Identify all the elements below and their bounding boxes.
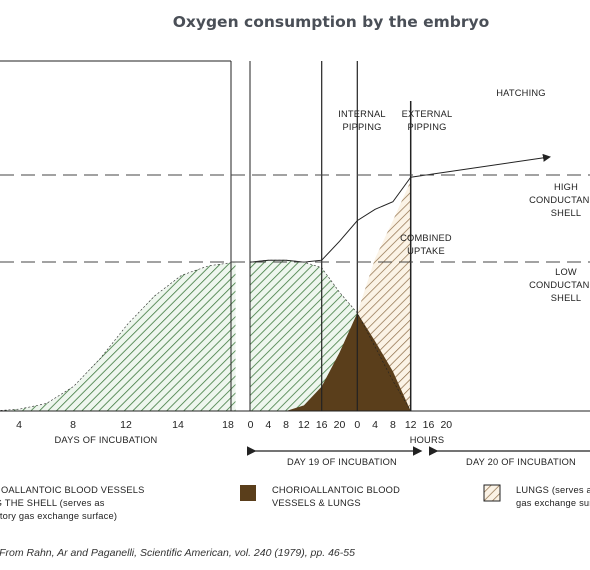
hours-axis-title: HOURS xyxy=(410,435,445,445)
legend-label-chorioallantoic: respiratory gas exchange surface) xyxy=(0,511,117,521)
low-conductance-label: SHELL xyxy=(551,293,581,303)
legend-label-lungs: gas exchange surface) xyxy=(516,498,590,508)
day19-label: DAY 19 OF INCUBATION xyxy=(287,457,397,467)
legend: CHORIOALLANTOIC BLOOD VESSELS LINING THE … xyxy=(0,484,590,521)
plot-frame xyxy=(0,60,590,412)
days-axis-title: DAYS OF INCUBATION xyxy=(55,435,158,445)
day20-label: DAY 20 OF INCUBATION xyxy=(466,457,576,467)
hour-tick-label: 16 xyxy=(423,419,435,431)
hour-tick-label: 4 xyxy=(372,419,378,431)
annotations: INTERNAL PIPPING EXTERNAL PIPPING HATCHING CO… xyxy=(338,88,590,303)
combined-uptake-label: COMBINED xyxy=(400,233,452,243)
combined-uptake-label: UPTAKE xyxy=(407,246,445,256)
external-pipping-label: EXTERNAL xyxy=(402,109,453,119)
day-tick-label: 18 xyxy=(222,419,234,431)
combined-uptake-arrow xyxy=(410,153,551,178)
plot-areas xyxy=(0,153,551,412)
area-chorioallantoic-and-lungs xyxy=(250,312,411,411)
source-citation: Source: From Rahn, Ar and Paganelli, Sci… xyxy=(0,547,355,559)
day-tick-label: 8 xyxy=(70,419,76,431)
legend-label-chorioallantoic: LINING THE SHELL (serves as xyxy=(0,498,105,508)
day-tick-label: 4 xyxy=(16,419,22,431)
day-tick-label: 14 xyxy=(172,419,184,431)
legend-label-chorioallantoic-and-lungs: VESSELS & LUNGS xyxy=(272,498,361,508)
day-tick-label: 12 xyxy=(120,419,132,431)
legend-label-chorioallantoic: CHORIOALLANTOIC BLOOD VESSELS xyxy=(0,485,145,495)
hour-tick-label: 12 xyxy=(298,419,310,431)
hatching-label: HATCHING xyxy=(496,88,545,98)
internal-pipping-label: PIPPING xyxy=(342,122,381,132)
hour-tick-label: 20 xyxy=(334,419,346,431)
chart-title: Oxygen consumption by the embryo xyxy=(173,13,490,31)
hour-tick-label: 0 xyxy=(354,419,360,431)
hour-tick-label: 20 xyxy=(440,419,452,431)
legend-label-lungs: LUNGS (serves as xyxy=(516,485,590,495)
low-conductance-label: LOW xyxy=(555,267,577,277)
legend-swatch-lungs xyxy=(483,484,501,502)
hour-tick-label: 16 xyxy=(316,419,328,431)
legend-swatch-chorioallantoic-and-lungs xyxy=(240,485,256,501)
hour-tick-label: 4 xyxy=(265,419,271,431)
low-conductance-label: CONDUCTANCE xyxy=(529,280,590,290)
high-conductance-label: HIGH xyxy=(554,182,578,192)
high-conductance-label: CONDUCTANCE xyxy=(529,195,590,205)
line-combined-uptake xyxy=(250,176,412,263)
external-pipping-label: PIPPING xyxy=(407,122,446,132)
hour-tick-label: 8 xyxy=(283,419,289,431)
hour-tick-label: 0 xyxy=(248,419,254,431)
internal-pipping-label: INTERNAL xyxy=(338,109,386,119)
legend-label-chorioallantoic-and-lungs: CHORIOALLANTOIC BLOOD xyxy=(272,485,400,495)
hour-tick-label: 8 xyxy=(390,419,396,431)
hour-tick-label: 12 xyxy=(405,419,417,431)
line-chorioallantoic-days xyxy=(0,261,236,411)
high-conductance-label: SHELL xyxy=(551,208,581,218)
